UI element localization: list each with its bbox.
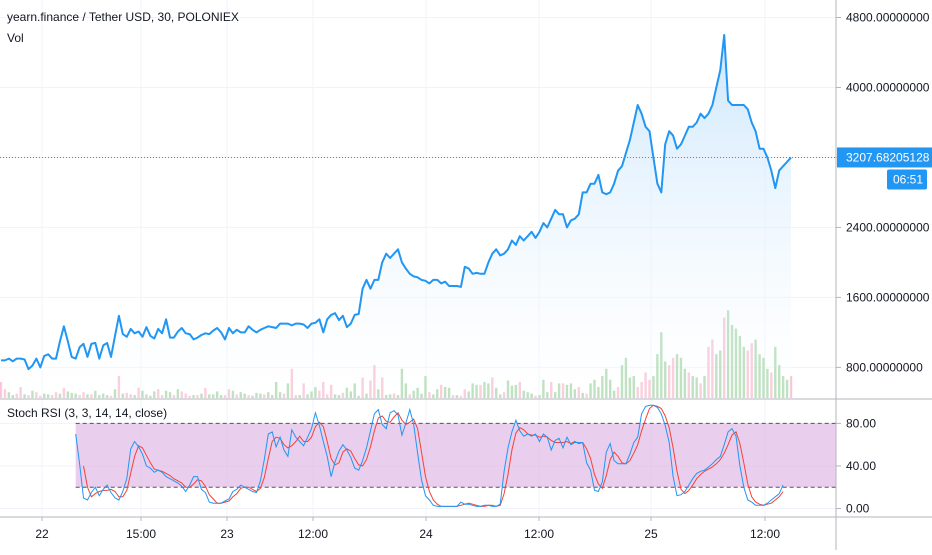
time-tick-label: 25	[644, 527, 658, 541]
price-tick-label: 4800.00000000	[846, 10, 930, 24]
overbought-oversold-band	[75, 423, 836, 488]
price-tick-label: 800.00000000	[846, 360, 923, 374]
volume-legend: Vol	[7, 31, 24, 45]
time-tick-label: 24	[419, 527, 433, 541]
stoch-tick-label: 80.00	[846, 416, 876, 430]
last-price-badge	[837, 147, 932, 168]
price-line	[1, 34, 792, 371]
stoch-tick-label: 40.00	[846, 459, 876, 473]
stoch-rsi-pane	[75, 404, 836, 507]
price-area	[1, 35, 791, 398]
countdown-badge	[887, 169, 927, 190]
last-price-label: 3207.68205128	[846, 150, 930, 164]
stoch-tick-label: 0.00	[846, 501, 870, 515]
symbol-legend: yearn.finance / Tether USD, 30, POLONIEX	[7, 10, 239, 24]
time-tick-label: 15:00	[126, 527, 156, 541]
time-tick-label: 12:00	[298, 527, 328, 541]
price-tick-label: 2400.00000000	[846, 220, 930, 234]
price-tick-label: 1600.00000000	[846, 290, 930, 304]
time-tick-label: 22	[35, 527, 49, 541]
countdown-label: 06:51	[893, 172, 923, 186]
price-series	[0, 34, 836, 398]
stoch-d-line	[83, 404, 784, 507]
price-tick-label: 4000.00000000	[846, 80, 930, 94]
time-tick-label: 23	[220, 527, 234, 541]
stoch-rsi-legend: Stoch RSI (3, 3, 14, 14, close)	[7, 406, 168, 420]
time-tick-label: 12:00	[524, 527, 554, 541]
stoch-k-line	[75, 404, 784, 507]
time-tick-label: 12:00	[750, 527, 780, 541]
